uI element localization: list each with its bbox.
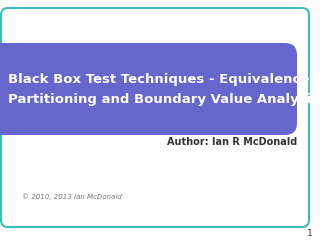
Text: Author: Ian R McDonald: Author: Ian R McDonald	[167, 137, 297, 147]
Text: © 2010, 2013 Ian McDonald: © 2010, 2013 Ian McDonald	[22, 194, 122, 200]
FancyBboxPatch shape	[1, 8, 309, 227]
Text: Black Box Test Techniques - Equivalence: Black Box Test Techniques - Equivalence	[8, 73, 309, 86]
Text: Partitioning and Boundary Value Analysis: Partitioning and Boundary Value Analysis	[8, 94, 319, 107]
Text: 1: 1	[307, 228, 313, 238]
FancyBboxPatch shape	[0, 43, 297, 135]
